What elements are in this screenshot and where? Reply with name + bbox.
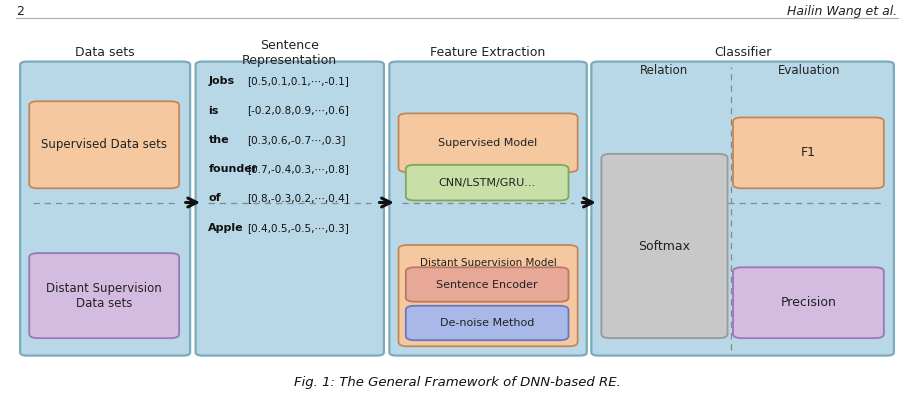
FancyBboxPatch shape [733, 117, 884, 188]
Text: the: the [208, 135, 229, 145]
Text: 2: 2 [16, 5, 25, 18]
FancyBboxPatch shape [399, 245, 578, 346]
Text: Sentence
Representation: Sentence Representation [242, 38, 337, 67]
Text: Evaluation: Evaluation [778, 64, 840, 77]
FancyBboxPatch shape [29, 101, 179, 188]
Text: [0.5,0.1,0.1,⋯,-0.1]: [0.5,0.1,0.1,⋯,-0.1] [247, 76, 348, 86]
Text: Hailin Wang et al.: Hailin Wang et al. [787, 5, 898, 18]
Text: Supervised Data sets: Supervised Data sets [41, 138, 167, 151]
FancyBboxPatch shape [733, 267, 884, 338]
FancyBboxPatch shape [406, 165, 569, 200]
Text: of: of [208, 194, 221, 203]
FancyBboxPatch shape [591, 62, 894, 356]
Text: [-0.2,0.8,0.9,⋯,0.6]: [-0.2,0.8,0.9,⋯,0.6] [247, 106, 348, 115]
Text: Supervised Model: Supervised Model [439, 138, 537, 148]
Text: is: is [208, 106, 218, 115]
Text: F1: F1 [801, 146, 816, 160]
Text: CNN/LSTM/GRU...: CNN/LSTM/GRU... [439, 178, 536, 188]
FancyBboxPatch shape [406, 267, 569, 302]
FancyBboxPatch shape [389, 62, 587, 356]
Text: [0.8,-0.3,0.2,⋯,0.4]: [0.8,-0.3,0.2,⋯,0.4] [247, 194, 348, 203]
Text: [0.4,0.5,-0.5,⋯,0.3]: [0.4,0.5,-0.5,⋯,0.3] [247, 223, 348, 233]
Text: Sentence Encoder: Sentence Encoder [436, 279, 538, 290]
Text: Classifier: Classifier [714, 46, 771, 59]
Text: De-noise Method: De-noise Method [440, 318, 535, 328]
Text: Precision: Precision [781, 296, 836, 309]
Text: Fig. 1: The General Framework of DNN-based RE.: Fig. 1: The General Framework of DNN-bas… [293, 376, 621, 389]
Text: founder: founder [208, 164, 258, 174]
FancyBboxPatch shape [20, 62, 190, 356]
Text: Jobs: Jobs [208, 76, 235, 86]
Text: Feature Extraction: Feature Extraction [430, 46, 546, 59]
FancyBboxPatch shape [601, 154, 728, 338]
Text: Softmax: Softmax [639, 239, 690, 253]
FancyBboxPatch shape [196, 62, 384, 356]
Text: [0.3,0.6,-0.7⋯,0.3]: [0.3,0.6,-0.7⋯,0.3] [247, 135, 345, 145]
Text: Distant Supervision
Data sets: Distant Supervision Data sets [47, 281, 162, 310]
FancyBboxPatch shape [399, 113, 578, 172]
Text: [0.7,-0.4,0.3,⋯,0.8]: [0.7,-0.4,0.3,⋯,0.8] [247, 164, 348, 174]
FancyBboxPatch shape [29, 253, 179, 338]
Text: Apple: Apple [208, 223, 244, 233]
FancyBboxPatch shape [406, 306, 569, 340]
Text: Relation: Relation [641, 64, 688, 77]
Text: Distant Supervision Model: Distant Supervision Model [420, 258, 557, 268]
Text: Data sets: Data sets [75, 46, 135, 59]
